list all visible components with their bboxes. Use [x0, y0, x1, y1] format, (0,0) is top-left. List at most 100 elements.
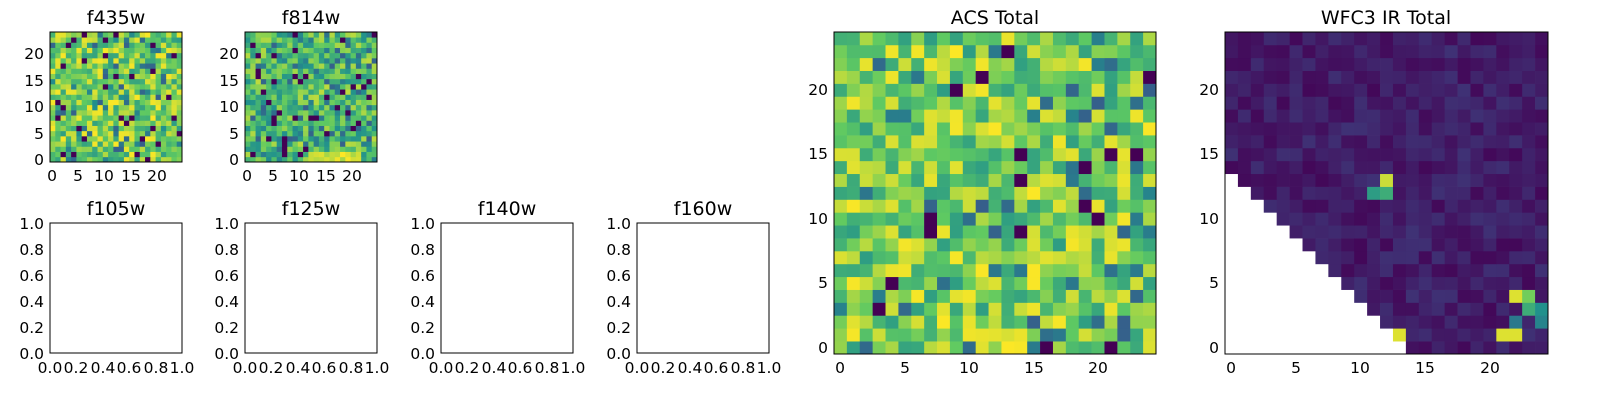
heatmap-cell: [1431, 341, 1445, 355]
heatmap-cell: [86, 146, 93, 152]
heatmap-cell: [150, 136, 156, 142]
heatmap-cell: [937, 263, 951, 278]
heatmap-cell: [1354, 225, 1368, 239]
heatmap-cell: [92, 156, 98, 163]
heatmap-cell: [1289, 109, 1303, 123]
heatmap-cell: [108, 120, 114, 126]
heatmap-cell: [145, 37, 151, 43]
heatmap-cell: [859, 276, 873, 290]
heatmap-cell: [313, 42, 320, 48]
heatmap-cell: [859, 238, 873, 252]
heatmap-cell: [292, 37, 299, 43]
heatmap-cell: [949, 173, 964, 187]
heatmap-cell: [911, 96, 925, 110]
heatmap-cell: [361, 52, 367, 59]
heatmap-cell: [118, 99, 125, 106]
heatmap-cell: [1104, 173, 1118, 187]
heatmap-cell: [1104, 212, 1118, 226]
heatmap-cell: [962, 250, 977, 265]
heatmap-cell: [988, 109, 1002, 123]
heatmap-cell: [355, 89, 362, 95]
heatmap-cell: [371, 42, 378, 48]
heatmap-cell: [1496, 147, 1510, 162]
heatmap-cell: [334, 52, 341, 59]
heatmap-cell: [118, 156, 125, 163]
heatmap-cell: [276, 47, 283, 54]
y-tick-label: 5: [34, 125, 44, 143]
heatmap-cell: [308, 156, 314, 163]
heatmap-cell: [898, 186, 912, 200]
heatmap-cell: [1237, 83, 1252, 97]
heatmap-cell: [255, 73, 262, 80]
heatmap-cell: [71, 58, 77, 64]
heatmap-cell: [1418, 186, 1433, 200]
heatmap-cell: [1117, 225, 1131, 239]
heatmap-cell: [1001, 186, 1015, 200]
heatmap-cell: [872, 315, 886, 329]
heatmap-cell: [1535, 160, 1549, 175]
heatmap-cell: [345, 99, 351, 106]
heatmap-cell: [97, 68, 104, 74]
heatmap-cell: [1328, 263, 1342, 278]
heatmap-cell: [366, 104, 373, 111]
heatmap-cell: [1143, 276, 1157, 290]
heatmap-cell: [86, 151, 93, 158]
heatmap-cell: [281, 32, 288, 38]
heatmap-cell: [266, 47, 272, 54]
heatmap-cell: [859, 328, 873, 342]
heatmap-cell: [245, 52, 251, 59]
heatmap-cell: [113, 94, 119, 100]
heatmap-cell: [846, 109, 861, 123]
heatmap-cell: [898, 44, 912, 59]
heatmap-cell: [1104, 70, 1118, 84]
heatmap-cell: [260, 32, 267, 38]
heatmap-cell: [898, 109, 912, 123]
heatmap-cell: [102, 156, 109, 163]
heatmap-cell: [255, 52, 262, 59]
heatmap-cell: [1040, 341, 1054, 355]
heatmap-cell: [113, 73, 119, 80]
heatmap-cell: [118, 63, 125, 69]
heatmap-cell: [318, 68, 325, 74]
heatmap-cell: [318, 115, 325, 121]
heatmap-cell: [1091, 263, 1105, 278]
heatmap-cell: [345, 156, 351, 163]
heatmap-cell: [1367, 44, 1381, 59]
y-tick-label: 5: [1209, 274, 1219, 292]
y-tick-label: 1.0: [410, 215, 435, 233]
heatmap-cell: [924, 70, 938, 84]
heatmap-cell: [245, 84, 251, 90]
heatmap-cell: [1014, 135, 1028, 149]
heatmap-cell: [334, 63, 341, 69]
heatmap-cell: [1483, 160, 1497, 175]
heatmap-cell: [324, 99, 330, 106]
heatmap-cell: [81, 63, 88, 69]
heatmap-cell: [102, 42, 109, 48]
heatmap-cell: [949, 109, 964, 123]
heatmap-cell: [350, 73, 357, 80]
heatmap-cell: [1040, 160, 1054, 175]
heatmap-cell: [1302, 225, 1316, 239]
heatmap-cell: [1027, 122, 1041, 136]
heatmap-cell: [1052, 263, 1067, 278]
heatmap-cell: [266, 156, 272, 163]
heatmap-cell: [355, 156, 362, 163]
heatmap-cell: [160, 73, 167, 80]
heatmap-cell: [287, 68, 293, 74]
heatmap-cell: [1315, 225, 1329, 239]
heatmap-cell: [108, 110, 114, 116]
heatmap-cell: [334, 73, 341, 80]
heatmap-cell: [1405, 70, 1420, 84]
heatmap-cell: [334, 104, 341, 111]
heatmap-cell: [937, 83, 951, 97]
heatmap-cell: [924, 212, 938, 226]
heatmap-cell: [171, 94, 178, 100]
heatmap-cell: [1276, 57, 1290, 71]
heatmap-cell: [113, 37, 119, 43]
heatmap-cell: [55, 73, 61, 80]
heatmap-cell: [318, 42, 325, 48]
heatmap-cell: [361, 99, 367, 106]
heatmap-cell: [1470, 70, 1484, 84]
heatmap-cell: [176, 156, 183, 163]
heatmap-cell: [1263, 147, 1278, 162]
